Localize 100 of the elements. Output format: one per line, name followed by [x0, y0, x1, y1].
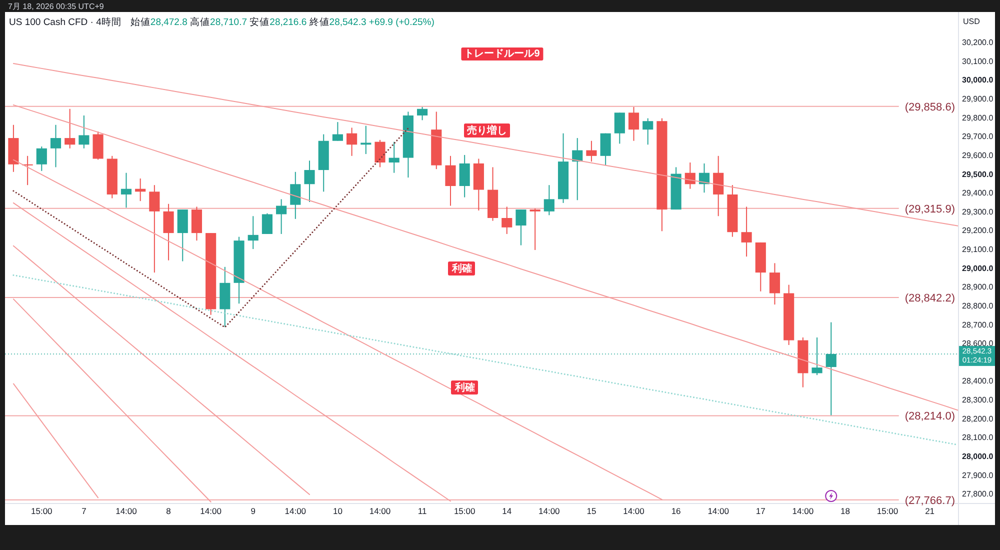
candlestick — [600, 132, 611, 166]
y-tick-label: 29,000.0 — [962, 264, 994, 273]
candlestick — [516, 209, 526, 246]
y-tick-label: 28,800.0 — [962, 301, 994, 310]
y-tick-label: 29,200.0 — [962, 226, 994, 236]
y-tick-label: 27,800.0 — [962, 490, 994, 499]
x-tick-label: 14:00 — [792, 506, 814, 516]
y-tick-label: 29,100.0 — [962, 245, 994, 254]
x-tick-label: 21 — [925, 506, 935, 516]
candlestick — [120, 172, 132, 208]
y-tick-label: 27,900.0 — [962, 470, 994, 480]
text: 7月 18, 2026 00:35 UTC+9 — [8, 2, 104, 11]
x-tick-label: 9 — [250, 506, 256, 516]
candlestick — [64, 108, 76, 149]
y-tick-label: 28,000.0 — [962, 452, 994, 461]
x-tick-label: 14:00 — [623, 506, 645, 516]
candlestick — [417, 106, 428, 121]
annotation: 利確 — [454, 382, 475, 394]
annotation: 売り増し — [467, 124, 507, 136]
candlestick — [459, 154, 470, 198]
y-tick-label: 29,800.0 — [962, 113, 994, 122]
ref-line-label: (28,842.2) — [904, 292, 955, 305]
candlestick — [544, 184, 554, 216]
x-tick-label: 7 — [82, 506, 87, 516]
x-tick-label: 15 — [586, 506, 596, 516]
candlestick — [191, 206, 202, 242]
annotation: 利確 — [451, 262, 472, 274]
y-tick-label: 29,500.0 — [962, 170, 994, 179]
annotation: トレードルール9 — [464, 48, 540, 60]
y-tick-label: 28,400.0 — [962, 376, 994, 386]
y-tick-label: 28,600.0 — [962, 339, 994, 348]
candlestick — [163, 203, 174, 261]
line-series — [12, 245, 310, 496]
candlestick — [346, 127, 358, 156]
candlestick — [502, 206, 512, 234]
y-tick-label: 28,200.0 — [962, 414, 994, 424]
candlestick — [374, 139, 386, 168]
y-tick-label: 29,700.0 — [962, 132, 994, 142]
y-tick-label: 29,600.0 — [962, 150, 994, 160]
text: US 100 Cash CFD · 4時間 — [9, 16, 122, 28]
line-series — [12, 298, 212, 502]
candlestick — [332, 122, 343, 142]
candlestick — [713, 155, 724, 217]
line-series — [12, 63, 958, 226]
candlestick — [628, 106, 640, 142]
x-tick-label: 15:00 — [454, 506, 476, 516]
line-series — [12, 202, 451, 502]
x-tick-label: 8 — [166, 506, 172, 516]
candlestick — [741, 206, 752, 258]
ref-line-label: (27,766.7) — [904, 494, 955, 507]
x-tick-label: 14 — [502, 506, 512, 516]
line-series — [12, 104, 958, 411]
candlestick — [276, 198, 287, 234]
y-axis-title: USD — [963, 17, 980, 26]
y-tick-label: 29,300.0 — [962, 207, 994, 216]
candlestick — [642, 118, 654, 146]
x-tick-label: 15:00 — [31, 506, 53, 516]
candlestick — [262, 212, 272, 234]
ref-line-label: (29,858.6) — [904, 101, 955, 114]
x-tick-label: 14:00 — [708, 506, 730, 516]
y-tick-label: 28,300.0 — [962, 396, 994, 405]
candlestick — [769, 262, 780, 306]
text: 始値28,472.8 高値28,710.7 安値28,216.6 終値28,542.3 +69.9 (+0.25%) — [130, 17, 434, 28]
y-tick-label: 30,200.0 — [962, 38, 994, 48]
y-tick-label: 29,400.0 — [962, 188, 994, 198]
candlestick — [78, 114, 90, 149]
candlestick — [290, 171, 301, 220]
x-tick-label: 15:00 — [876, 506, 898, 516]
candlestick — [614, 112, 625, 144]
x-tick-label: 14:00 — [538, 506, 560, 516]
candlestick — [586, 140, 597, 162]
candlestick — [445, 155, 456, 206]
x-tick-label: 17 — [756, 506, 766, 516]
candlestick — [50, 124, 62, 168]
x-tick-label: 14:00 — [369, 506, 391, 516]
candlestick — [360, 125, 372, 155]
x-tick-label: 14:00 — [200, 506, 222, 516]
line-series — [12, 383, 99, 498]
y-tick-label: 28,700.0 — [962, 320, 994, 330]
y-tick-label: 30,100.0 — [962, 56, 994, 66]
y-tick-label: 28,900.0 — [962, 282, 994, 292]
candlestick — [304, 160, 315, 203]
x-tick-label: 14:00 — [116, 506, 138, 516]
x-tick-label: 18 — [840, 506, 850, 516]
line-series — [12, 274, 958, 446]
y-tick-label: 30,000.0 — [962, 76, 994, 85]
ref-line-label: (28,214.0) — [904, 410, 955, 423]
candlestick — [530, 208, 540, 250]
ref-line-label: (29,315.9) — [904, 203, 955, 216]
candlestick — [388, 141, 400, 174]
candlestick — [177, 209, 188, 262]
candlestick — [36, 146, 47, 172]
candlestick — [149, 184, 160, 274]
line-series — [12, 127, 409, 328]
x-tick-label: 10 — [332, 506, 343, 516]
candlestick — [248, 216, 258, 250]
x-tick-label: 14:00 — [284, 506, 306, 516]
y-tick-label: 29,900.0 — [962, 94, 994, 104]
x-tick-label: 16 — [671, 506, 682, 516]
x-tick-label: 11 — [418, 506, 427, 516]
